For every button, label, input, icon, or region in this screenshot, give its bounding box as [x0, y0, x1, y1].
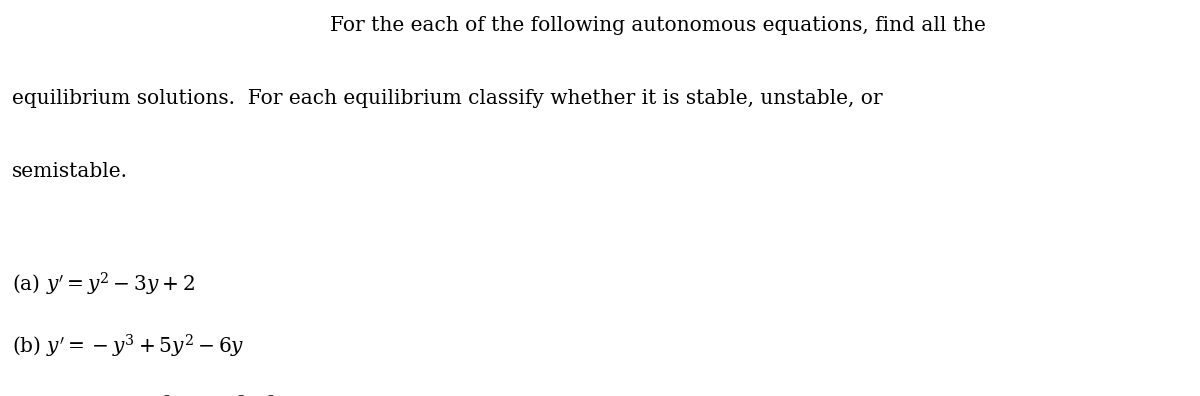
Text: (c) $y' = y(y + 1)^2(2 - y)^3(y^2 - 4)$: (c) $y' = y(y + 1)^2(2 - y)^3(y^2 - 4)$ [12, 394, 322, 396]
Text: (a) $y' = y^2 - 3y + 2$: (a) $y' = y^2 - 3y + 2$ [12, 271, 194, 299]
Text: (b) $y' = -y^3 + 5y^2 - 6y$: (b) $y' = -y^3 + 5y^2 - 6y$ [12, 333, 245, 360]
Text: For the each of the following autonomous equations, find all the: For the each of the following autonomous… [330, 16, 986, 35]
Text: equilibrium solutions.  For each equilibrium classify whether it is stable, unst: equilibrium solutions. For each equilibr… [12, 89, 883, 108]
Text: semistable.: semistable. [12, 162, 128, 181]
